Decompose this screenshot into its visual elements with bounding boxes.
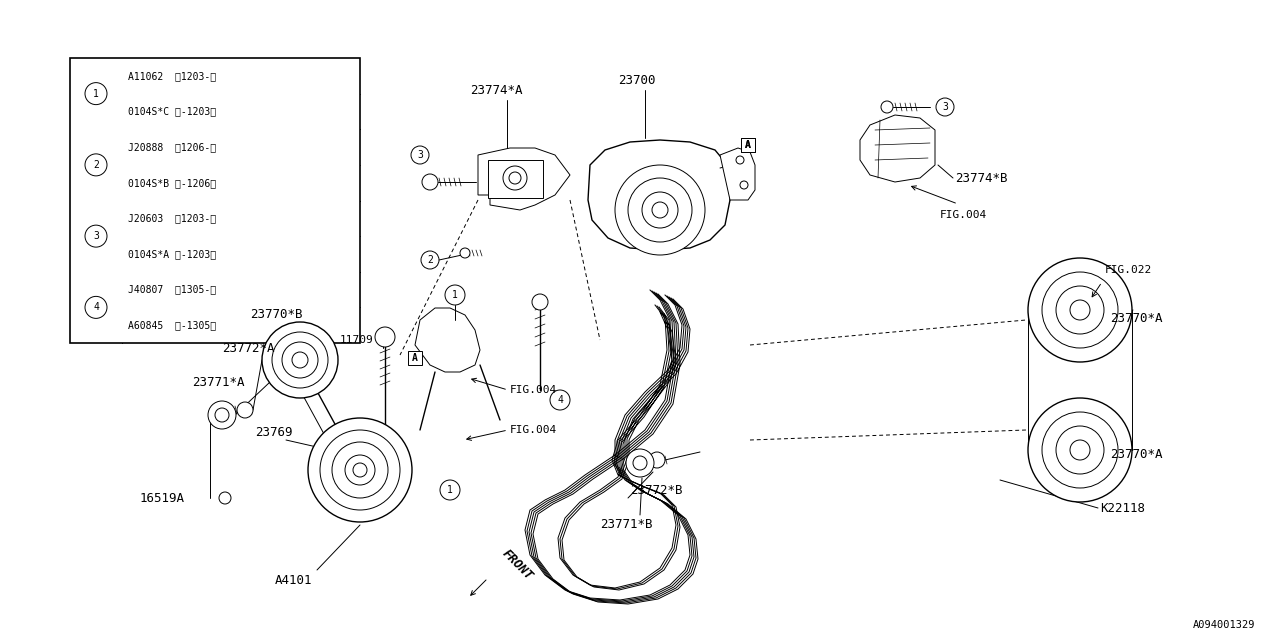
Circle shape: [1042, 272, 1117, 348]
Circle shape: [440, 480, 460, 500]
Circle shape: [1042, 412, 1117, 488]
Text: A094001329: A094001329: [1193, 620, 1254, 630]
Circle shape: [881, 101, 893, 113]
Circle shape: [1070, 300, 1091, 320]
Circle shape: [1056, 286, 1103, 334]
Circle shape: [282, 342, 317, 378]
Circle shape: [292, 352, 308, 368]
Text: J20888  （1206-）: J20888 （1206-）: [128, 142, 216, 152]
Circle shape: [532, 294, 548, 310]
Circle shape: [320, 430, 399, 510]
Circle shape: [626, 449, 654, 477]
Text: 0104S*B （-1206）: 0104S*B （-1206）: [128, 178, 216, 188]
Text: 4: 4: [557, 395, 563, 405]
Circle shape: [634, 456, 646, 470]
Circle shape: [649, 452, 666, 468]
Text: FIG.004: FIG.004: [509, 385, 557, 395]
Polygon shape: [719, 148, 755, 200]
Text: 4: 4: [93, 302, 99, 312]
Circle shape: [614, 165, 705, 255]
Circle shape: [237, 402, 253, 418]
Text: 0104S*C （-1203）: 0104S*C （-1203）: [128, 106, 216, 116]
Circle shape: [550, 390, 570, 410]
Text: 1: 1: [452, 290, 458, 300]
Circle shape: [628, 178, 692, 242]
Text: A11062  （1203-）: A11062 （1203-）: [128, 71, 216, 81]
Circle shape: [84, 154, 108, 176]
Circle shape: [308, 418, 412, 522]
Text: 23770*A: 23770*A: [1110, 449, 1162, 461]
Text: 23774*A: 23774*A: [470, 83, 522, 97]
Text: A: A: [745, 140, 751, 150]
Circle shape: [936, 98, 954, 116]
Text: 2: 2: [93, 160, 99, 170]
Circle shape: [652, 202, 668, 218]
Text: 23769: 23769: [255, 426, 293, 438]
Text: 23774*B: 23774*B: [955, 172, 1007, 184]
Text: 23700: 23700: [618, 74, 655, 86]
Text: 11709: 11709: [340, 335, 374, 345]
Circle shape: [1028, 398, 1132, 502]
Text: 1: 1: [447, 485, 453, 495]
Text: 23772*A: 23772*A: [221, 342, 274, 355]
Bar: [408, 351, 422, 365]
Circle shape: [353, 463, 367, 477]
Circle shape: [84, 296, 108, 318]
Text: A: A: [412, 353, 419, 363]
Bar: [741, 138, 755, 152]
Circle shape: [215, 408, 229, 422]
Text: 16519A: 16519A: [140, 492, 186, 504]
Polygon shape: [477, 148, 570, 210]
Circle shape: [422, 174, 438, 190]
Circle shape: [262, 322, 338, 398]
Circle shape: [1056, 426, 1103, 474]
Text: 3: 3: [942, 102, 948, 112]
Text: A4101: A4101: [275, 573, 312, 586]
Text: 23770*B: 23770*B: [250, 308, 302, 321]
Text: A: A: [745, 140, 751, 150]
Circle shape: [207, 401, 236, 429]
Polygon shape: [588, 140, 730, 250]
Bar: [488, 160, 543, 198]
Circle shape: [84, 225, 108, 247]
Polygon shape: [415, 308, 480, 372]
Text: 0104S*A （-1203）: 0104S*A （-1203）: [128, 249, 216, 259]
Text: FRONT: FRONT: [500, 547, 536, 583]
Text: 23771*A: 23771*A: [192, 376, 244, 388]
Text: 3: 3: [93, 231, 99, 241]
Circle shape: [273, 332, 328, 388]
Text: FIG.004: FIG.004: [940, 210, 987, 220]
Circle shape: [332, 442, 388, 498]
Bar: [741, 138, 755, 152]
Circle shape: [219, 492, 230, 504]
Circle shape: [1070, 440, 1091, 460]
Text: 23770*A: 23770*A: [1110, 312, 1162, 324]
Circle shape: [736, 156, 744, 164]
Text: FIG.022: FIG.022: [1105, 265, 1152, 275]
Circle shape: [445, 285, 465, 305]
Circle shape: [503, 166, 527, 190]
Circle shape: [346, 455, 375, 485]
Text: 2: 2: [428, 255, 433, 265]
Text: A60845  （-1305）: A60845 （-1305）: [128, 320, 216, 330]
Circle shape: [740, 181, 748, 189]
Text: 3: 3: [417, 150, 422, 160]
Bar: [70, 58, 360, 343]
Circle shape: [460, 248, 470, 258]
Circle shape: [84, 83, 108, 104]
Text: FIG.004: FIG.004: [509, 425, 557, 435]
Text: 23772*B: 23772*B: [630, 483, 682, 497]
Circle shape: [411, 146, 429, 164]
Text: 23771*B: 23771*B: [600, 518, 653, 531]
Circle shape: [643, 192, 678, 228]
Circle shape: [1028, 258, 1132, 362]
Circle shape: [375, 327, 396, 347]
Text: J40807  （1305-）: J40807 （1305-）: [128, 285, 216, 294]
Text: K22118: K22118: [1100, 502, 1146, 515]
Text: J20603  （1203-）: J20603 （1203-）: [128, 213, 216, 223]
Circle shape: [509, 172, 521, 184]
Circle shape: [421, 251, 439, 269]
Text: 1: 1: [93, 88, 99, 99]
Polygon shape: [860, 115, 934, 182]
